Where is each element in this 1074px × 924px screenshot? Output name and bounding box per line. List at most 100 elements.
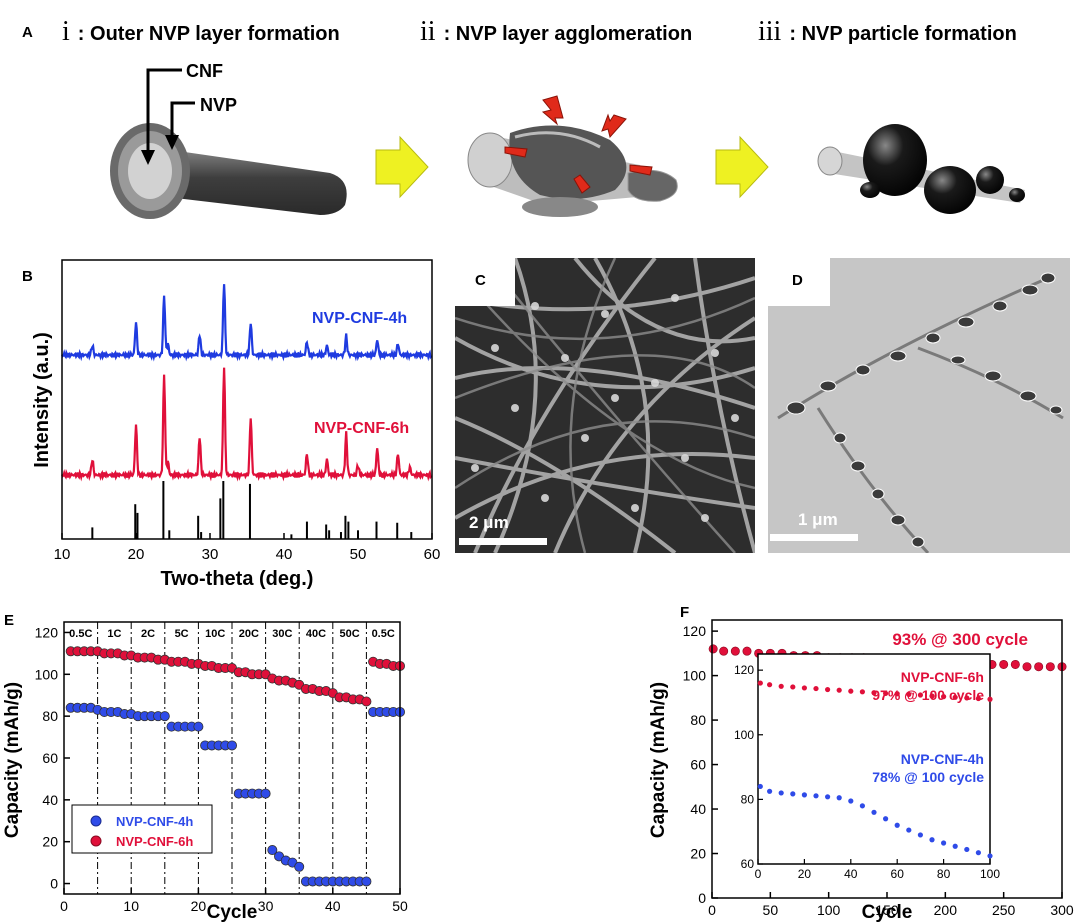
rate-y-tick-label: 0 bbox=[50, 876, 58, 892]
rate-y-tick-label: 40 bbox=[42, 792, 58, 808]
schematic-svg: CNF NVP bbox=[110, 61, 1025, 219]
cycling-y-tick-label: 0 bbox=[698, 890, 706, 906]
inset-x-tick-label: 0 bbox=[755, 867, 762, 881]
panel-label-f: F bbox=[680, 604, 690, 621]
inset-point-nvp-cnf-4h bbox=[964, 846, 970, 853]
rate-label-3: 5C bbox=[175, 628, 189, 640]
panel-label-c: C bbox=[475, 272, 486, 289]
panel-label-b: B bbox=[22, 268, 33, 285]
rate-y-tick-label: 60 bbox=[42, 750, 58, 766]
cycling-y-tick-label: 80 bbox=[690, 712, 706, 728]
stage-2-label: NVP layer agglomeration bbox=[455, 23, 693, 45]
xrd-x-tick-label: 40 bbox=[276, 546, 293, 563]
stage-2-separator: : bbox=[443, 23, 451, 45]
inset-point-nvp-cnf-4h bbox=[801, 792, 807, 798]
inset-point-nvp-cnf-4h bbox=[987, 853, 993, 859]
cycling-point-nvp-cnf-6h bbox=[730, 646, 740, 656]
rate-point-nvp-cnf-6h bbox=[361, 696, 372, 707]
inset-point-nvp-cnf-6h bbox=[975, 695, 981, 702]
xrd-x-tick-label: 20 bbox=[128, 546, 145, 563]
xrd-x-tick-label: 30 bbox=[202, 546, 219, 563]
sem-label-box bbox=[455, 258, 515, 306]
cnf-pointer bbox=[141, 68, 182, 165]
inset-retention-4h: 78% @ 100 cycle bbox=[872, 769, 984, 785]
cycling-x-tick-label: 0 bbox=[708, 902, 716, 918]
rate-point-nvp-cnf-4h bbox=[226, 740, 237, 751]
cycling-x-axis-title: Cycle bbox=[862, 902, 913, 923]
inset-point-nvp-cnf-4h bbox=[975, 850, 981, 856]
xrd-pattern-nvp-cnf-4h bbox=[60, 284, 433, 362]
cycling-annotation: 93% @ 300 cycle bbox=[892, 630, 1028, 649]
xrd-x-tick-label: 50 bbox=[350, 546, 367, 563]
inset-point-nvp-cnf-6h bbox=[790, 684, 796, 690]
cycling-point-nvp-cnf-6h bbox=[742, 646, 752, 656]
inset-point-nvp-cnf-6h bbox=[848, 688, 854, 694]
fiber-stage-2 bbox=[467, 125, 678, 217]
rate-y-tick-label: 80 bbox=[42, 708, 58, 724]
rate-label-0: 0.5C bbox=[69, 628, 92, 640]
xrd-x-tick-label: 60 bbox=[424, 546, 441, 563]
rate-chart: 0.5C 1C 2C 5C 10C 20C 30C 40C 50C 0.5C 0 10 20 30 40 5… bbox=[2, 621, 408, 923]
cycling-point-nvp-cnf-6h bbox=[1022, 662, 1032, 672]
stage-3-numeral: iii bbox=[758, 16, 782, 47]
nvp-pointer bbox=[165, 101, 195, 150]
cycling-point-nvp-cnf-6h bbox=[719, 646, 729, 656]
inset-retention-6h: 97% @ 100 cycle bbox=[872, 687, 984, 703]
rate-x-tick-label: 10 bbox=[123, 898, 139, 914]
sem-scale-label: 2 μm bbox=[469, 513, 509, 532]
sem-scale-bar bbox=[459, 538, 547, 545]
rate-point-nvp-cnf-4h bbox=[267, 845, 278, 856]
legend-label-6h: NVP-CNF-6h bbox=[116, 834, 193, 849]
cycling-y-axis-title: Capacity (mAh/g) bbox=[648, 682, 669, 838]
stage-3-label: NVP particle formation bbox=[801, 23, 1017, 45]
inset-point-nvp-cnf-4h bbox=[767, 788, 773, 794]
inset-point-nvp-cnf-4h bbox=[906, 827, 912, 833]
inset-point-nvp-cnf-4h bbox=[894, 822, 900, 828]
cycling-x-tick-label: 50 bbox=[763, 902, 779, 918]
process-arrow-1-icon bbox=[375, 135, 429, 199]
stage-3-title: iii: NVP particle formation bbox=[758, 16, 1017, 48]
inset-point-nvp-cnf-6h bbox=[894, 691, 900, 697]
cycling-point-nvp-cnf-6h bbox=[1034, 662, 1044, 672]
rate-label-8: 50C bbox=[340, 628, 360, 640]
cnf-label: CNF bbox=[186, 61, 223, 81]
rate-label-1: 1C bbox=[107, 628, 121, 640]
inset-point-nvp-cnf-4h bbox=[883, 816, 889, 822]
rate-label-4: 10C bbox=[205, 628, 225, 640]
inset-point-nvp-cnf-6h bbox=[906, 691, 912, 697]
cycling-point-nvp-cnf-6h bbox=[1045, 662, 1055, 672]
stage-3-separator: : bbox=[789, 23, 797, 45]
legend-marker-4h bbox=[90, 815, 102, 827]
inset-point-nvp-cnf-6h bbox=[964, 695, 970, 701]
inset-point-nvp-cnf-4h bbox=[825, 794, 831, 800]
rate-x-axis-title: Cycle bbox=[207, 902, 258, 923]
rate-y-axis-title: Capacity (mAh/g) bbox=[2, 682, 23, 838]
fiber-stage-1 bbox=[110, 123, 347, 219]
inset-point-nvp-cnf-6h bbox=[757, 680, 763, 686]
inset-point-nvp-cnf-4h bbox=[859, 803, 865, 809]
inset-point-nvp-cnf-6h bbox=[778, 683, 784, 689]
cycling-y-tick-label: 100 bbox=[683, 668, 707, 684]
rate-x-tick-label: 0 bbox=[60, 898, 68, 914]
xrd-y-axis-title: Intensity (a.u.) bbox=[31, 332, 53, 468]
process-arrow-2-icon bbox=[715, 135, 769, 199]
inset-point-nvp-cnf-6h bbox=[825, 686, 831, 693]
xrd-x-axis-title: Two-theta (deg.) bbox=[161, 568, 314, 590]
rate-x-tick-label: 20 bbox=[191, 898, 207, 914]
inset-point-nvp-cnf-6h bbox=[836, 687, 842, 693]
inset-point-nvp-cnf-4h bbox=[941, 840, 947, 846]
inset-point-nvp-cnf-6h bbox=[813, 685, 819, 692]
rate-y-tick-label: 100 bbox=[35, 666, 59, 682]
rate-legend: NVP-CNF-4h NVP-CNF-6h bbox=[71, 804, 213, 854]
panel-label-a: A bbox=[22, 24, 33, 41]
tem-micrograph: D 1 μm bbox=[768, 258, 1070, 553]
inset-y-tick-label: 100 bbox=[734, 728, 754, 742]
tem-scale-bar bbox=[770, 534, 858, 541]
rate-point-nvp-cnf-4h bbox=[294, 861, 305, 872]
xrd-label-nvp-cnf-4h: NVP-CNF-4h bbox=[312, 310, 407, 327]
cycling-y-tick-label: 40 bbox=[690, 801, 706, 817]
inset-y-tick-label: 80 bbox=[741, 792, 755, 806]
inset-x-tick-label: 100 bbox=[980, 867, 1000, 881]
inset-point-nvp-cnf-4h bbox=[848, 798, 854, 804]
cycling-y-tick-label: 60 bbox=[690, 757, 706, 773]
